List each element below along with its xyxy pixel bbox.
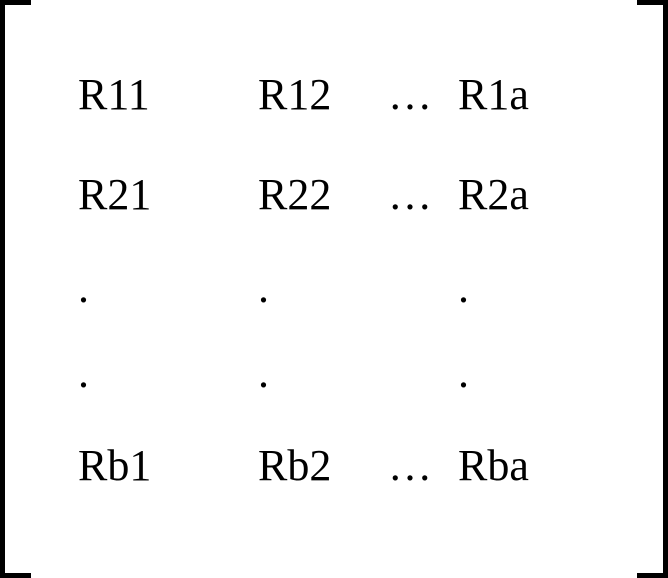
cell-r5-c2: Rb2	[258, 440, 331, 491]
cell-r1-c4: R1a	[458, 69, 529, 120]
cell-r5-c4: Rba	[458, 440, 529, 491]
cell-r3-c1-vdots: .	[78, 262, 89, 313]
cell-r4-c4-vdots: .	[458, 347, 469, 398]
cell-r2-c1: R21	[78, 169, 151, 220]
cell-r4-c1-vdots: .	[78, 347, 89, 398]
cell-r5-c3-ellipsis: …	[388, 440, 432, 491]
cell-r1-c2: R12	[258, 69, 331, 120]
cell-r3-c4-vdots: .	[458, 262, 469, 313]
matrix-grid: R11 R12 … R1a R21 R22 … R2a . . . . . . …	[0, 0, 668, 568]
cell-r2-c2: R22	[258, 169, 331, 220]
cell-r1-c1: R11	[78, 69, 150, 120]
cell-r1-c3-ellipsis: …	[388, 69, 432, 120]
cell-r2-c3-ellipsis: …	[388, 169, 432, 220]
cell-r5-c1: Rb1	[78, 440, 151, 491]
cell-r3-c2-vdots: .	[258, 262, 269, 313]
cell-r4-c2-vdots: .	[258, 347, 269, 398]
cell-r2-c4: R2a	[458, 169, 529, 220]
matrix-notation: R11 R12 … R1a R21 R22 … R2a . . . . . . …	[0, 0, 668, 568]
